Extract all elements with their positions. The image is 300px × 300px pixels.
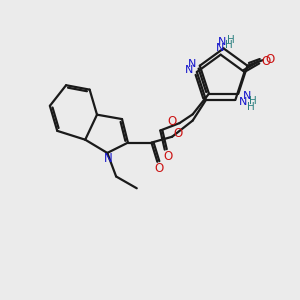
Text: H: H — [227, 34, 235, 45]
Text: N: N — [242, 91, 251, 101]
Text: O: O — [154, 162, 164, 175]
Text: N: N — [103, 152, 112, 165]
Text: H: H — [225, 40, 233, 50]
Text: N: N — [239, 97, 247, 107]
Text: N: N — [184, 64, 193, 75]
Text: O: O — [163, 150, 172, 163]
Text: O: O — [261, 55, 270, 68]
Text: N: N — [216, 43, 224, 52]
Text: N: N — [188, 59, 196, 69]
Text: N: N — [218, 37, 226, 47]
Text: H: H — [247, 102, 255, 112]
Text: O: O — [266, 53, 274, 66]
Text: O: O — [167, 115, 177, 128]
Text: O: O — [173, 127, 183, 140]
Text: H: H — [249, 96, 257, 106]
